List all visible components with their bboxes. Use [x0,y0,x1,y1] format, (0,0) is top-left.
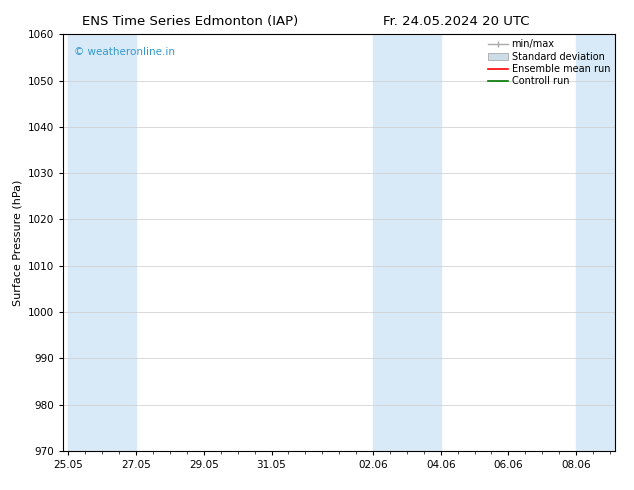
Text: Fr. 24.05.2024 20 UTC: Fr. 24.05.2024 20 UTC [383,15,530,28]
Legend: min/max, Standard deviation, Ensemble mean run, Controll run: min/max, Standard deviation, Ensemble me… [486,37,612,88]
Text: ENS Time Series Edmonton (IAP): ENS Time Series Edmonton (IAP) [82,15,299,28]
Text: © weatheronline.in: © weatheronline.in [74,47,176,57]
Bar [68,34,136,451]
Bar [373,34,441,451]
Y-axis label: Surface Pressure (hPa): Surface Pressure (hPa) [13,179,23,306]
Bar [576,34,615,451]
